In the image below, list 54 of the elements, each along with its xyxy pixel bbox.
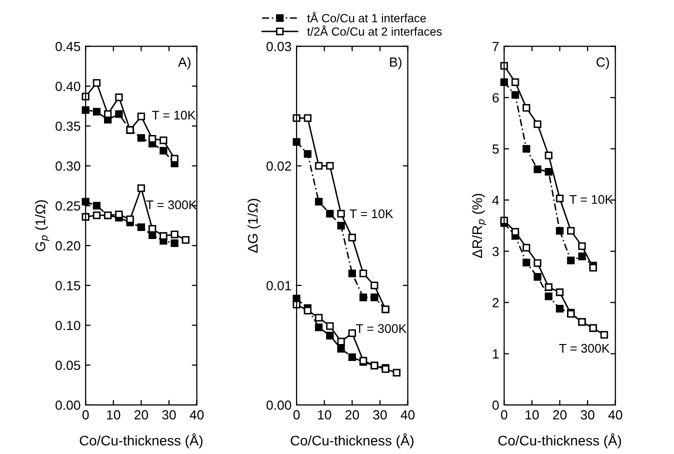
y-axis-title: ΔR/R$_{p}$ (%)	[472, 194, 486, 258]
annotation: C)	[596, 57, 609, 70]
x-tick-label: 0	[501, 410, 508, 420]
x-tick-label: 10	[318, 410, 332, 420]
y-tick-label: 6	[492, 93, 499, 102]
y-tick-label: 0.40	[56, 82, 80, 92]
y-tick-label: 3	[492, 246, 499, 256]
y-axis-title: ΔG (1/Ω)	[248, 198, 260, 253]
y-tick-label: 0.03	[266, 42, 292, 52]
y-tick-label: 2	[492, 298, 499, 308]
x-tick-label: 40	[400, 410, 415, 420]
annotation: A)	[178, 57, 190, 70]
y-tick-label: 0.00	[266, 400, 292, 410]
legend-label: t/2Å Co/Cu at 2 interfaces	[307, 25, 442, 36]
y-tick-label: 0.25	[56, 201, 80, 211]
x-tick-label: 20	[134, 410, 148, 420]
x-tick-label: 10	[526, 410, 539, 420]
y-tick-label: 0.15	[56, 280, 80, 290]
y-tick-label: 0.45	[56, 42, 80, 52]
y-tick-label: 1	[492, 349, 499, 359]
y-tick-label: 0.35	[56, 122, 80, 131]
y-tick-label: 5	[492, 144, 499, 154]
annotation: T = 300K	[356, 324, 407, 334]
x-axis-title: Co/Cu-thickness (Å)	[80, 433, 202, 448]
y-tick-label: 7	[492, 42, 499, 52]
y-tick-label: 0.10	[56, 320, 80, 330]
x-tick-label: 40	[608, 410, 622, 420]
annotation: B)	[390, 57, 402, 70]
annotation: T = 10K	[350, 209, 394, 218]
legend-label: tÅ Co/Cu at 1 interface	[307, 12, 426, 22]
x-axis-title: Co/Cu-thickness (Å)	[498, 433, 622, 448]
y-tick-label: 0.01	[266, 280, 292, 290]
x-tick-label: 10	[107, 410, 120, 420]
annotation: T = 300K	[146, 200, 197, 210]
y-tick-label: 0.00	[56, 400, 80, 410]
annotation: T = 10K	[152, 110, 196, 120]
y-tick-label: 0.20	[56, 241, 80, 250]
y-tick-label: 4	[492, 196, 499, 205]
x-tick-label: 30	[162, 410, 176, 420]
y-axis-title: G$_{p}$ (1/Ω)	[35, 200, 50, 252]
y-tick-label: 0.02	[266, 161, 292, 171]
annotation: T = 300K	[559, 344, 610, 353]
y-tick-label: 0.30	[56, 161, 80, 171]
x-axis-title: Co/Cu-thickness (Å)	[290, 433, 414, 448]
x-tick-label: 0	[82, 410, 89, 420]
x-tick-label: 0	[293, 410, 300, 420]
y-tick-label: 0.05	[56, 360, 80, 370]
x-tick-label: 20	[553, 410, 567, 420]
annotation: T = 10K	[570, 195, 613, 204]
x-tick-label: 20	[345, 410, 359, 420]
x-tick-label: 30	[580, 410, 594, 420]
x-tick-label: 30	[373, 410, 387, 420]
x-tick-label: 40	[190, 410, 204, 420]
y-tick-label: 0	[492, 400, 499, 410]
